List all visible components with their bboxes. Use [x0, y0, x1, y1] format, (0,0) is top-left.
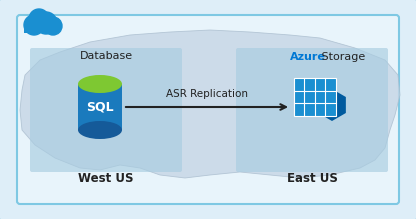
Bar: [78, 84, 122, 130]
Polygon shape: [20, 30, 400, 178]
Text: ASR Replication: ASR Replication: [166, 89, 248, 99]
Text: Database: Database: [79, 51, 133, 61]
Polygon shape: [318, 89, 346, 121]
Ellipse shape: [78, 75, 122, 93]
Text: SQL: SQL: [86, 101, 114, 113]
Text: West US: West US: [78, 171, 134, 184]
FancyBboxPatch shape: [30, 48, 182, 172]
Circle shape: [35, 12, 57, 34]
Circle shape: [24, 15, 44, 35]
FancyBboxPatch shape: [236, 48, 388, 172]
Text: Azure: Azure: [290, 52, 326, 62]
Ellipse shape: [78, 121, 122, 139]
Bar: [24, 25, 58, 33]
Bar: [294, 78, 336, 116]
Circle shape: [44, 17, 62, 35]
Circle shape: [29, 9, 49, 29]
Text: Storage: Storage: [318, 52, 365, 62]
Text: East US: East US: [287, 171, 337, 184]
Bar: [78, 84, 122, 121]
FancyBboxPatch shape: [17, 15, 399, 204]
